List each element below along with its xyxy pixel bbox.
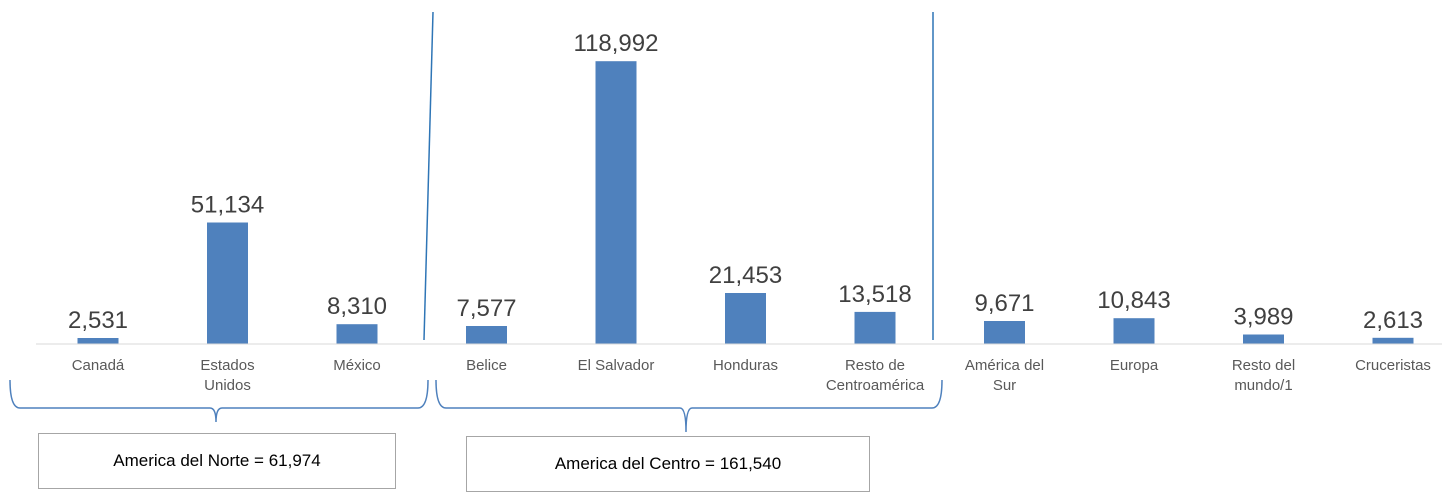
bar-value-label: 8,310 bbox=[327, 293, 387, 320]
category-label: Honduras bbox=[713, 357, 778, 374]
bar bbox=[595, 61, 637, 344]
value-labels-layer: 2,531 51,134 8,310 7,577 118,992 21,453 13,518… bbox=[68, 30, 1423, 334]
category-label: Unidos bbox=[204, 377, 251, 394]
category-label: Cruceristas bbox=[1355, 357, 1431, 374]
bar bbox=[77, 338, 119, 344]
bar bbox=[854, 311, 896, 344]
category-labels-layer: Canadá Estados Unidos México Belice El Salvad… bbox=[72, 357, 1431, 394]
bar bbox=[207, 222, 248, 344]
bar-value-label: 9,671 bbox=[974, 290, 1034, 317]
category-label: Resto de bbox=[845, 357, 905, 374]
bar-value-label: 13,518 bbox=[838, 281, 911, 308]
brace-norte bbox=[9, 379, 429, 423]
category-label: Belice bbox=[466, 357, 507, 374]
bar bbox=[1113, 318, 1155, 344]
bar bbox=[984, 321, 1025, 344]
category-label: Estados bbox=[200, 357, 254, 374]
category-label: Europa bbox=[1110, 357, 1159, 374]
bar bbox=[725, 293, 766, 344]
bar bbox=[336, 324, 378, 344]
group-label-norte-text: America del Norte = 61,974 bbox=[113, 451, 321, 470]
category-label: Canadá bbox=[72, 357, 125, 374]
bar-value-label: 21,453 bbox=[709, 262, 782, 289]
bar-value-label: 118,992 bbox=[574, 30, 659, 57]
category-label: mundo/1 bbox=[1234, 377, 1292, 394]
bar-value-label: 7,577 bbox=[456, 295, 516, 322]
category-label: México bbox=[333, 357, 381, 374]
category-label: Sur bbox=[993, 377, 1016, 394]
category-label: Resto del bbox=[1232, 357, 1295, 374]
brace-centro bbox=[435, 379, 943, 433]
bar bbox=[1243, 334, 1284, 344]
bars-layer bbox=[77, 61, 1414, 344]
divider-norte-centro bbox=[423, 11, 434, 341]
group-braces bbox=[9, 379, 943, 433]
group-label-america-del-centro: America del Centro = 161,540 bbox=[466, 436, 870, 492]
region-dividers bbox=[423, 11, 934, 341]
bar-value-label: 3,989 bbox=[1233, 304, 1293, 331]
group-label-america-del-norte: America del Norte = 61,974 bbox=[38, 433, 396, 489]
bar bbox=[1372, 337, 1414, 344]
bar-value-label: 2,531 bbox=[68, 307, 128, 334]
bar bbox=[466, 326, 507, 344]
category-label: América del bbox=[965, 357, 1044, 374]
group-label-centro-text: America del Centro = 161,540 bbox=[554, 454, 782, 473]
bar-value-label: 10,843 bbox=[1097, 287, 1170, 314]
category-label: Centroamérica bbox=[826, 377, 925, 394]
bar-value-label: 51,134 bbox=[191, 192, 264, 219]
category-label: El Salvador bbox=[578, 357, 655, 374]
bar-value-label: 2,613 bbox=[1363, 307, 1423, 334]
